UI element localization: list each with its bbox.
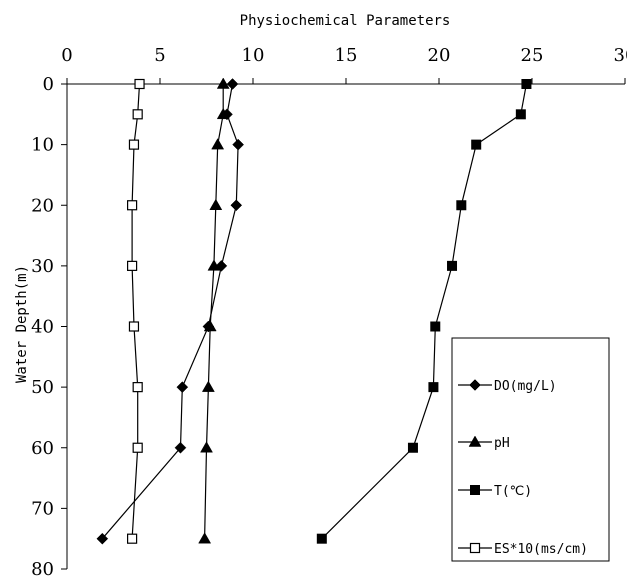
legend-marker-ph <box>468 435 482 447</box>
y-tick-label: 20 <box>31 195 54 216</box>
data-point-ph <box>201 380 215 392</box>
legend-label-es: ES*10(ms/cm) <box>494 542 588 557</box>
data-point-temperature <box>515 109 526 120</box>
data-point-es <box>128 321 140 332</box>
data-point-do <box>174 441 187 454</box>
data-point-ph <box>216 77 230 89</box>
legend-label-ph: pH <box>494 436 510 451</box>
y-tick-label: 60 <box>31 438 54 459</box>
data-point-do <box>176 381 189 393</box>
data-point-ph <box>216 107 230 120</box>
data-point-temperature <box>471 139 482 150</box>
legend-items: DO(mg/L) pH T(℃) ES*10(ms/cm) <box>458 379 588 557</box>
legend-marker-es <box>469 542 481 554</box>
data-point-es <box>128 139 140 150</box>
data-point-do <box>232 138 244 151</box>
data-point-temperature <box>428 382 439 393</box>
axes: 0 5 10 15 20 25 30 0 10 20 30 40 50 60 70 80 <box>31 45 627 580</box>
data-point-do <box>96 532 109 545</box>
x-tick-label: 30 <box>614 45 627 66</box>
data-point-temperature <box>521 79 532 89</box>
x-tick-label: 20 <box>428 45 451 66</box>
y-tick-label: 30 <box>31 256 54 277</box>
data-point-ph <box>203 319 217 332</box>
data-point-do <box>226 78 239 90</box>
data-point-temperature <box>316 533 327 544</box>
x-tick-label: 25 <box>521 45 544 66</box>
y-axis-title: Water Depth(m) <box>14 265 30 383</box>
data-point-temperature <box>407 442 418 453</box>
data-point-es <box>132 109 143 120</box>
data-point-es <box>126 200 138 211</box>
x-tick-label: 15 <box>335 45 358 66</box>
data-point-do <box>230 199 243 212</box>
legend: DO(mg/L) pH T(℃) ES*10(ms/cm) <box>451 337 610 562</box>
data-point-es <box>126 260 138 271</box>
x-tick-label: 5 <box>154 45 165 66</box>
data-point-es <box>126 533 138 544</box>
series-markers <box>96 77 532 545</box>
data-point-ph <box>209 198 223 210</box>
x-tick-label: 0 <box>61 45 72 66</box>
data-point-ph <box>211 138 225 150</box>
data-point-es <box>132 442 143 453</box>
legend-label-do: DO(mg/L) <box>494 379 557 394</box>
x-tick-label: 10 <box>242 45 265 66</box>
data-point-temperature <box>456 200 467 211</box>
y-tick-label: 80 <box>31 559 54 580</box>
legend-marker-do <box>469 379 481 391</box>
data-point-es <box>132 382 143 393</box>
legend-label-temperature: T(℃) <box>494 484 532 499</box>
y-tick-label: 0 <box>43 74 54 95</box>
y-tick-label: 70 <box>31 498 54 519</box>
y-tick-label: 50 <box>31 377 54 398</box>
legend-marker-temperature <box>470 485 480 495</box>
data-point-es <box>134 78 145 90</box>
data-point-ph <box>198 532 212 544</box>
y-tick-label: 10 <box>31 135 54 156</box>
data-point-temperature <box>447 260 458 271</box>
legend-box <box>451 337 610 562</box>
data-point-ph <box>207 259 221 271</box>
y-tick-label: 40 <box>31 317 54 338</box>
data-point-temperature <box>430 321 441 332</box>
x-axis-title: Physiochemical Parameters <box>240 13 451 29</box>
data-point-ph <box>200 441 213 453</box>
